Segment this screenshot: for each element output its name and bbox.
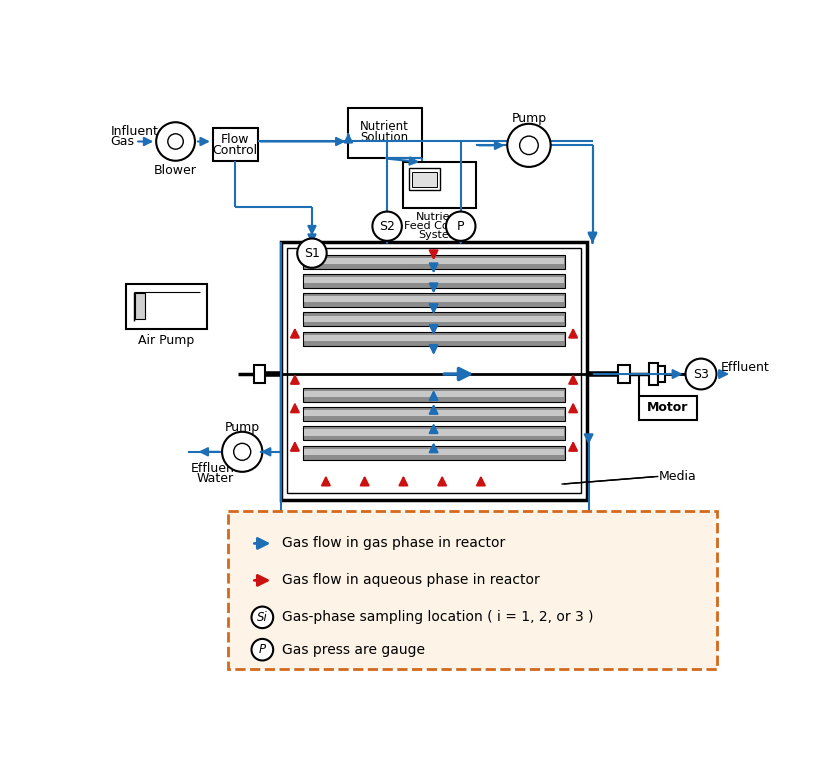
Bar <box>304 277 564 283</box>
Text: Gas flow in gas phase in reactor: Gas flow in gas phase in reactor <box>283 536 505 550</box>
Bar <box>303 255 565 268</box>
Circle shape <box>686 359 716 389</box>
Text: Gas flow in aqueous phase in reactor: Gas flow in aqueous phase in reactor <box>283 573 540 588</box>
Text: Effluent: Effluent <box>191 463 239 475</box>
Text: Control: Control <box>213 144 258 157</box>
Bar <box>658 367 665 382</box>
Bar <box>649 363 658 385</box>
Text: Pump: Pump <box>511 112 546 125</box>
Bar <box>303 293 565 307</box>
Bar <box>304 335 564 341</box>
Text: P: P <box>259 643 266 656</box>
Bar <box>281 242 587 500</box>
Text: Flow: Flow <box>221 133 249 146</box>
Text: Gas-phase sampling location ( i = 1, 2, or 3 ): Gas-phase sampling location ( i = 1, 2, … <box>283 610 594 624</box>
Bar <box>254 365 265 383</box>
Text: Effluent: Effluent <box>721 361 769 374</box>
Text: Nutrient: Nutrient <box>360 120 409 133</box>
Bar <box>304 315 564 322</box>
Bar <box>639 395 697 420</box>
Bar <box>349 108 422 158</box>
Circle shape <box>446 212 475 241</box>
Bar <box>304 430 564 436</box>
Circle shape <box>297 239 327 267</box>
Bar <box>287 248 580 493</box>
Text: Si: Si <box>257 611 268 624</box>
Bar <box>304 258 564 264</box>
Text: Blower: Blower <box>154 165 197 178</box>
Bar <box>403 162 476 209</box>
Bar <box>304 391 564 397</box>
Text: S2: S2 <box>379 219 395 232</box>
Bar <box>303 427 565 440</box>
Text: Pump: Pump <box>224 421 259 434</box>
Text: Media: Media <box>658 470 696 483</box>
Circle shape <box>156 122 195 161</box>
Bar <box>213 129 258 161</box>
Bar <box>303 312 565 326</box>
Text: S1: S1 <box>304 247 320 260</box>
Bar <box>304 449 564 455</box>
Bar <box>409 168 440 190</box>
Bar <box>618 365 630 383</box>
Circle shape <box>168 134 183 149</box>
Circle shape <box>252 639 274 661</box>
Bar <box>303 274 565 288</box>
Circle shape <box>520 136 538 155</box>
Text: Nutrient: Nutrient <box>416 212 462 222</box>
Circle shape <box>234 443 251 460</box>
Bar <box>304 296 564 303</box>
Text: Motor: Motor <box>647 402 688 415</box>
Text: Gas press are gauge: Gas press are gauge <box>283 642 425 657</box>
Bar <box>135 293 144 319</box>
Text: Feed Control: Feed Control <box>404 221 475 231</box>
Bar <box>304 410 564 416</box>
Bar <box>303 446 565 459</box>
Text: Influent: Influent <box>110 125 158 138</box>
Bar <box>303 388 565 402</box>
Bar <box>303 407 565 421</box>
Text: System: System <box>418 230 460 241</box>
Circle shape <box>222 432 263 472</box>
Text: Solution: Solution <box>361 131 409 144</box>
Circle shape <box>252 607 274 628</box>
Text: Water: Water <box>197 472 234 485</box>
Text: Air Pump: Air Pump <box>138 334 194 347</box>
Text: P: P <box>457 219 465 232</box>
Bar <box>229 511 716 669</box>
Bar <box>126 284 208 328</box>
Text: S3: S3 <box>693 367 709 380</box>
Circle shape <box>507 123 550 167</box>
Circle shape <box>373 212 402 241</box>
Text: Gas: Gas <box>110 135 134 148</box>
Bar <box>229 511 716 669</box>
Bar <box>303 331 565 345</box>
Bar <box>412 171 437 187</box>
